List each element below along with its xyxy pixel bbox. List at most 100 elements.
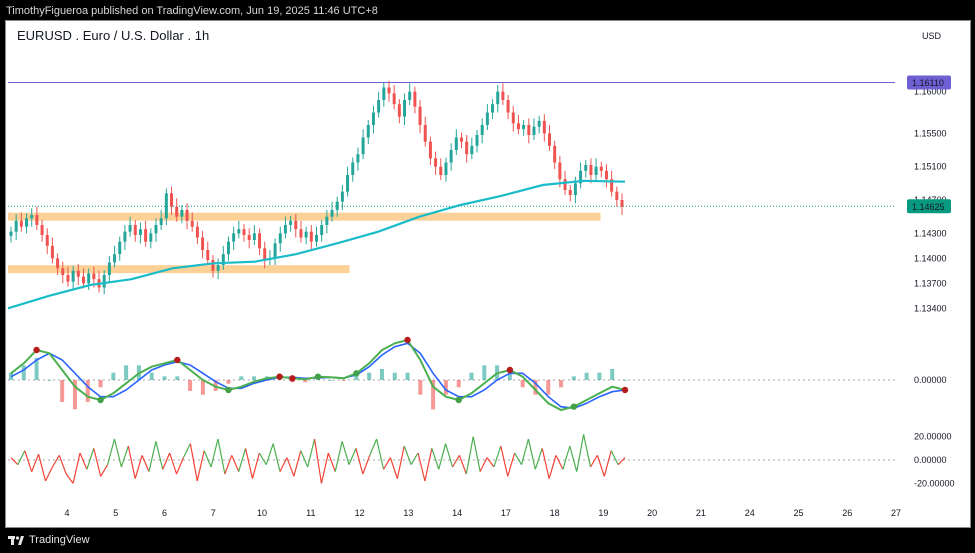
- footer: TradingView: [8, 532, 90, 548]
- candle-body: [527, 125, 531, 135]
- indicator-segment: [383, 457, 391, 470]
- candle-body: [87, 273, 91, 284]
- indicator-segment: [424, 448, 433, 482]
- candle-body: [252, 233, 256, 240]
- signal-dot: [33, 346, 40, 354]
- support-zone-0: [8, 265, 350, 274]
- oscillator-layer: [8, 336, 895, 412]
- date-tick-label: 10: [257, 508, 267, 518]
- candle-body: [444, 162, 448, 175]
- candle-body: [133, 225, 137, 235]
- candle-body: [418, 106, 422, 125]
- indicator-segment: [148, 441, 157, 472]
- indicator-segment: [272, 443, 281, 472]
- date-tick-label: 20: [647, 508, 657, 518]
- indicator-segment: [348, 448, 357, 465]
- indicator-segment: [238, 448, 247, 472]
- indicator-segment: [541, 448, 550, 479]
- candle-body: [620, 200, 624, 207]
- candle-body: [387, 87, 391, 94]
- indicator-tick-label: 20.00000: [914, 432, 952, 442]
- date-tick-label: 7: [211, 508, 216, 518]
- candle-body: [35, 215, 39, 225]
- signal-dot: [97, 396, 104, 404]
- indicator-segment: [38, 454, 47, 482]
- price-tick-label: 1.15500: [914, 128, 947, 138]
- candle-body: [532, 126, 536, 135]
- date-tick-label: 27: [891, 508, 901, 518]
- indicator-segment: [65, 473, 74, 484]
- candle-body: [408, 91, 412, 100]
- price-tick-label: 1.14000: [914, 253, 947, 263]
- lower-indicator-layer: [8, 434, 895, 484]
- indicator-segment: [279, 457, 288, 472]
- date-tick-label: 5: [113, 508, 118, 518]
- indicator-segment: [113, 438, 122, 468]
- indicator-segment: [479, 457, 488, 472]
- candle-body: [320, 225, 324, 235]
- histogram-bar: [533, 380, 538, 395]
- chart-svg: 1.160001.155001.151001.147001.143001.140…: [7, 28, 955, 518]
- candle-body: [154, 225, 158, 234]
- indicator-segment: [17, 450, 26, 465]
- histogram-bar: [482, 365, 487, 380]
- candle-body: [149, 233, 153, 242]
- indicator-segment: [369, 438, 378, 456]
- histogram-bar: [149, 372, 154, 380]
- candle-body: [335, 201, 339, 210]
- indicator-tick-label: -20.00000: [914, 478, 955, 488]
- candle-body: [459, 137, 463, 142]
- currency-label: USD: [922, 31, 942, 41]
- indicator-segment: [313, 438, 323, 484]
- indicator-segment: [265, 443, 274, 465]
- axes-layer: 1.160001.155001.151001.147001.143001.140…: [64, 75, 955, 518]
- indicator-segment: [417, 452, 426, 482]
- histogram-bar: [213, 380, 218, 391]
- indicator-segment: [458, 455, 467, 475]
- chart-title: EURUSD . Euro / U.S. Dollar . 1h: [17, 28, 209, 43]
- publisher-header: TimothyFigueroa published on TradingView…: [6, 5, 378, 17]
- moving-average-line: [7, 179, 626, 310]
- indicator-segment: [431, 448, 440, 470]
- oscillator-zero-label: 0.00000: [914, 375, 947, 385]
- histogram-bar: [111, 372, 116, 380]
- candle-body: [25, 218, 29, 227]
- candle-body: [356, 154, 360, 163]
- histogram-bar: [443, 380, 448, 395]
- resistance-price-label: 1.16110: [912, 78, 944, 88]
- footer-brand: TradingView: [29, 534, 90, 546]
- indicator-segment: [520, 438, 529, 465]
- candle-body: [242, 229, 246, 235]
- candle-body: [175, 206, 179, 217]
- indicator-segment: [169, 452, 178, 475]
- histogram-bar: [367, 372, 372, 380]
- candle-body: [299, 229, 303, 238]
- candle-body: [92, 273, 96, 280]
- indicator-segment: [251, 452, 260, 479]
- histogram-bar: [456, 380, 461, 388]
- indicator-segment: [86, 448, 95, 470]
- candle-body: [289, 220, 293, 225]
- candle-body: [185, 210, 189, 221]
- indicator-segment: [203, 450, 212, 468]
- tradingview-logo-icon: [8, 536, 24, 545]
- indicator-segment: [320, 452, 329, 484]
- candle-body: [330, 210, 334, 217]
- indicator-segment: [58, 455, 67, 475]
- price-tick-label: 1.13400: [914, 303, 947, 313]
- indicator-segment: [617, 457, 626, 466]
- indicator-segment: [93, 448, 102, 477]
- indicator-segment: [341, 441, 350, 465]
- date-tick-label: 11: [306, 508, 315, 518]
- candle-body: [454, 137, 458, 150]
- indicator-segment: [576, 434, 585, 472]
- indicator-segment: [182, 443, 191, 458]
- candle-body: [392, 93, 396, 105]
- candle-body: [144, 229, 148, 242]
- indicator-segment: [465, 436, 474, 475]
- indicator-segment: [493, 445, 502, 468]
- indicator-segment: [438, 443, 447, 470]
- indicator-segment: [527, 438, 536, 470]
- candle-body: [102, 275, 106, 288]
- indicator-segment: [210, 438, 219, 468]
